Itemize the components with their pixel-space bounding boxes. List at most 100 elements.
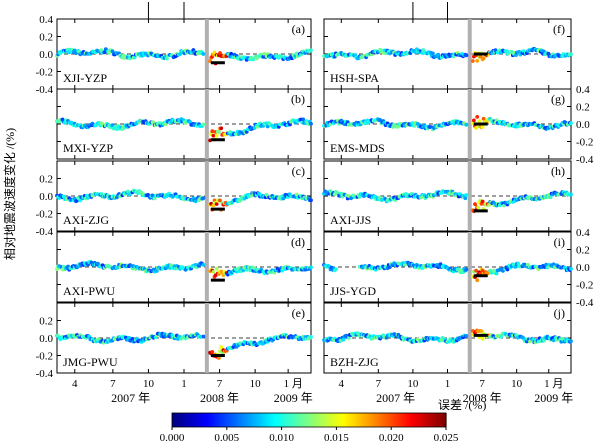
station-pair-label: JJS-YGD [330,284,376,298]
data-point [569,192,573,197]
colorbar-segment [372,413,376,427]
colorbar-segment [443,413,447,427]
data-point [477,119,482,124]
station-pair-label: HSH-SPA [330,71,379,85]
colorbar-segment [315,413,319,427]
data-point [217,130,221,135]
data-point [473,202,477,207]
colorbar-tick-label: 0.005 [214,432,239,444]
colorbar-segment [286,413,290,427]
colorbar-segment [251,413,255,427]
colorbar-segment [178,413,182,427]
data-point [265,124,270,129]
data-point [201,263,206,267]
data-point [475,278,480,283]
earthquake-marker [467,19,472,89]
data-point [436,52,441,57]
panel-ems-mds: -0.4 -0.2 0.0 0.2 0.4 EMS-MDS (g) [322,84,594,166]
panel-jjs-ygd: -0.4 -0.2 0.0 0.2 0.4 JJS-YGD (i) [322,227,594,309]
panel-letter: (h) [551,164,565,178]
colorbar-tick-label: 0.020 [379,432,404,444]
colorbar-segment [329,413,333,427]
colorbar-segment [261,413,264,427]
colorbar-tick-label: 0.000 [160,432,185,444]
colorbar-segment [304,413,308,427]
colorbar-segment [436,413,440,427]
colorbar-segment [361,413,365,427]
colorbar-segment [318,413,322,427]
x-year-label: 2008 年 [463,391,502,405]
data-point [309,265,313,270]
colorbar-segment [265,413,269,427]
panel-letter: (d) [291,235,305,249]
y-tick-label: 0.0 [576,262,590,274]
data-point [214,202,219,206]
colorbar-segment [352,413,356,427]
earthquake-marker [467,232,472,302]
colorbar-segment [368,413,372,427]
colorbar-segment [224,413,228,427]
panel-letter: (c) [292,164,305,178]
panel-hsh-spa: HSH-SPA (f) [322,18,573,90]
data-point [201,52,206,56]
colorbar-segment [208,413,212,427]
colorbar-segment [423,413,427,427]
earthquake-marker [204,303,209,373]
y-tick-label: -0.4 [36,368,54,380]
x-month-label: 1 月 [284,378,303,390]
data-point [464,193,469,197]
y-tick-label: -0.4 [36,84,54,96]
colorbar-segment [379,413,383,427]
colorbar-segment [409,413,413,427]
colorbar-segment [217,413,221,427]
data-point [494,271,499,276]
colorbar-segment [411,413,415,427]
data-point [475,115,480,119]
colorbar-segment [277,413,280,427]
panel-axi-pwu: AXI-PWU (d) [55,231,313,303]
colorbar-segment [299,413,303,427]
x-axis-labels: 4 7 10 1 7 10 1 月 2007 年 2008 年 2009 年 4 7 10 1 7 10 1 月… [72,378,573,405]
y-tick-label: 0.2 [39,174,53,186]
colorbar-segment [226,413,230,427]
x-year-label: 2009 年 [534,391,573,405]
colorbar-segment [297,413,301,427]
earthquake-marker [204,89,209,159]
data-point [126,189,130,194]
data-point [217,356,221,360]
panel-letter: (a) [292,22,305,36]
data-point [481,56,486,61]
colorbar-segment [183,413,187,427]
colorbar-segment [194,413,198,427]
colorbar-segment [320,413,324,427]
colorbar-segment [274,413,278,427]
y-axis-label: 相对地震波速度变化 /(%) [2,128,17,260]
x-month-label: 1 月 [544,378,563,390]
data-point [463,196,468,201]
earthquake-marker [467,161,472,231]
earthquake-marker [204,19,209,89]
panel-axi-zjg: -0.4 -0.2 0.0 0.2 AXI-ZJG (c) [36,160,313,238]
data-point [438,262,443,267]
y-tick-label: -0.2 [36,209,53,221]
data-point [514,264,518,269]
colorbar-segment [172,413,175,427]
colorbar-segment [293,413,296,427]
colorbar-segment [347,413,351,427]
colorbar-segment [441,413,445,427]
y-tick-label: -0.4 [36,226,54,238]
colorbar-segment [350,413,353,427]
data-point [502,203,506,208]
data-point [110,49,115,54]
data-point [431,51,435,56]
station-pair-label: EMS-MDS [330,141,385,155]
colorbar-segment [302,413,306,427]
data-point [479,329,484,334]
colorbar-segment [256,413,260,427]
station-pair-label: MXI-YZP [63,141,113,155]
colorbar-segment [366,413,369,427]
data-point [229,51,234,56]
colorbar-segment [309,413,312,427]
data-point [472,118,476,123]
colorbar-label: 误差 /(%) [438,398,486,412]
